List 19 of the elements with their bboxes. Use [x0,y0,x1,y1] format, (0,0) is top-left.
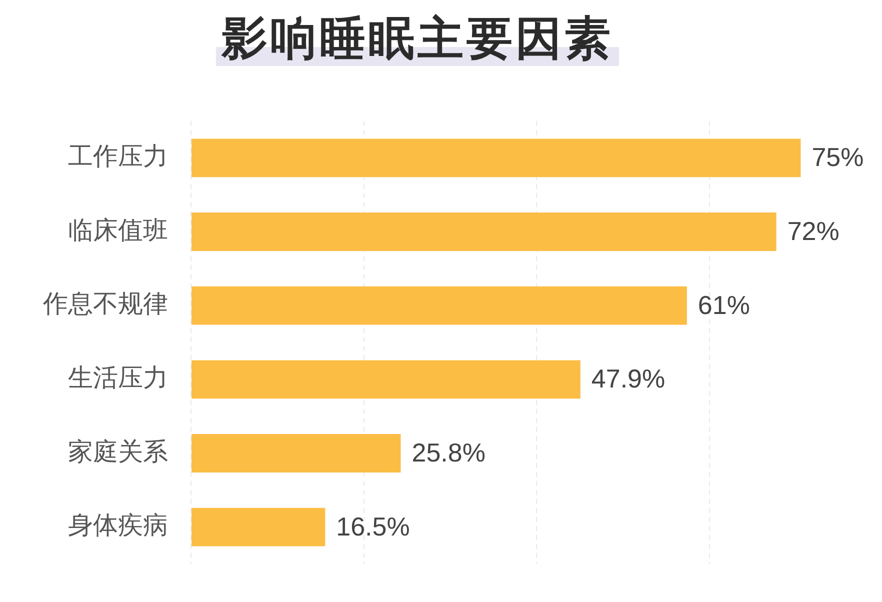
data-label: 16.5% [336,511,410,542]
y-tick-label: 生活压力 [68,362,168,392]
y-tick-label: 临床值班 [68,215,168,244]
bar [192,360,580,399]
data-label: 61% [698,290,750,320]
data-label: 75% [812,142,864,172]
y-tick-label: 作息不规律 [42,289,168,318]
data-label: 72% [787,216,840,246]
bar [192,434,401,472]
chart-title: 影响睡眠主要因素 [220,10,614,67]
bar [192,508,326,546]
y-tick-label: 身体疾病 [68,510,168,540]
bar [192,212,776,251]
y-tick-label: 家庭关系 [68,436,168,466]
y-tick-label: 工作压力 [68,141,168,170]
bar [192,286,687,325]
bar [192,138,801,178]
data-label: 25.8% [412,437,486,468]
data-label: 47.9% [591,364,666,394]
